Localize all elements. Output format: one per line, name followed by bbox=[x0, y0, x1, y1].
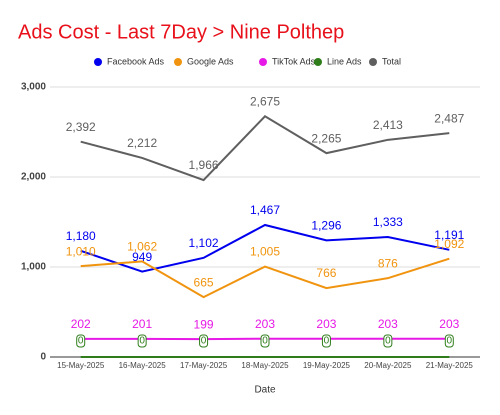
y-tick-label: 0 bbox=[40, 352, 46, 363]
data-label: 2,675 bbox=[250, 94, 280, 108]
label-box bbox=[76, 334, 86, 348]
label-box bbox=[444, 334, 454, 348]
label-box bbox=[260, 334, 270, 348]
data-label: 203 bbox=[255, 317, 275, 331]
legend-marker bbox=[174, 58, 182, 66]
data-label: 202 bbox=[71, 317, 91, 331]
label-box bbox=[137, 334, 147, 348]
data-label: 2,212 bbox=[127, 136, 157, 150]
data-label: 766 bbox=[316, 266, 336, 280]
legend-label: Google Ads bbox=[187, 56, 234, 66]
x-tick-label: 21-May-2025 bbox=[426, 361, 474, 370]
x-axis-label: Date bbox=[254, 385, 276, 396]
data-label: 1,092 bbox=[434, 237, 464, 251]
data-label: 0 bbox=[201, 336, 207, 347]
x-tick-label: 20-May-2025 bbox=[364, 361, 412, 370]
data-label: 0 bbox=[324, 336, 330, 347]
data-label: 203 bbox=[316, 317, 336, 331]
legend-marker bbox=[94, 58, 102, 66]
x-tick-label: 19-May-2025 bbox=[303, 361, 351, 370]
data-label: 1,102 bbox=[189, 236, 219, 250]
data-label: 876 bbox=[378, 256, 398, 270]
legend-marker bbox=[314, 58, 322, 66]
legend-label: Line Ads bbox=[327, 56, 362, 66]
legend-label: Total bbox=[382, 56, 401, 66]
data-label: 0 bbox=[262, 336, 268, 347]
data-label: 203 bbox=[439, 317, 459, 331]
y-tick-label: 3,000 bbox=[21, 82, 46, 93]
data-label: 0 bbox=[447, 336, 453, 347]
x-tick-label: 18-May-2025 bbox=[241, 361, 289, 370]
legend-marker bbox=[369, 58, 377, 66]
data-label: 1,296 bbox=[311, 219, 341, 233]
data-label: 1,191 bbox=[434, 228, 464, 242]
data-label: 201 bbox=[132, 317, 152, 331]
data-label: 1,333 bbox=[373, 215, 403, 229]
label-box bbox=[383, 334, 393, 348]
series-line bbox=[80, 114, 450, 182]
data-label: 2,487 bbox=[434, 111, 464, 125]
legend-marker bbox=[259, 58, 267, 66]
data-label: 1,180 bbox=[66, 229, 96, 243]
data-label: 1,467 bbox=[250, 203, 280, 217]
data-label: 0 bbox=[78, 336, 84, 347]
data-label: 1,966 bbox=[189, 158, 219, 172]
data-label: 949 bbox=[132, 250, 152, 264]
data-label: 665 bbox=[194, 275, 214, 289]
y-tick-label: 2,000 bbox=[21, 172, 46, 183]
chart-title: Ads Cost - Last 7Day > Nine Polthep bbox=[18, 21, 344, 43]
x-tick-label: 16-May-2025 bbox=[119, 361, 167, 370]
series-line bbox=[80, 223, 450, 273]
x-tick-label: 15-May-2025 bbox=[57, 361, 105, 370]
data-label: 199 bbox=[194, 317, 214, 331]
series-line bbox=[80, 257, 450, 299]
data-label: 0 bbox=[385, 336, 391, 347]
legend-label: Facebook Ads bbox=[107, 56, 165, 66]
label-box bbox=[321, 334, 331, 348]
data-label: 2,413 bbox=[373, 118, 403, 132]
x-tick-label: 17-May-2025 bbox=[180, 361, 228, 370]
data-label: 1,062 bbox=[127, 240, 157, 254]
label-box bbox=[199, 334, 209, 348]
legend-label: TikTok Ads bbox=[272, 56, 316, 66]
data-label: 0 bbox=[139, 336, 145, 347]
data-label: 2,392 bbox=[66, 120, 96, 134]
data-label: 1,010 bbox=[66, 244, 96, 258]
data-label: 1,005 bbox=[250, 245, 280, 259]
data-label: 203 bbox=[378, 317, 398, 331]
y-tick-label: 1,000 bbox=[21, 262, 46, 273]
data-label: 2,265 bbox=[311, 131, 341, 145]
